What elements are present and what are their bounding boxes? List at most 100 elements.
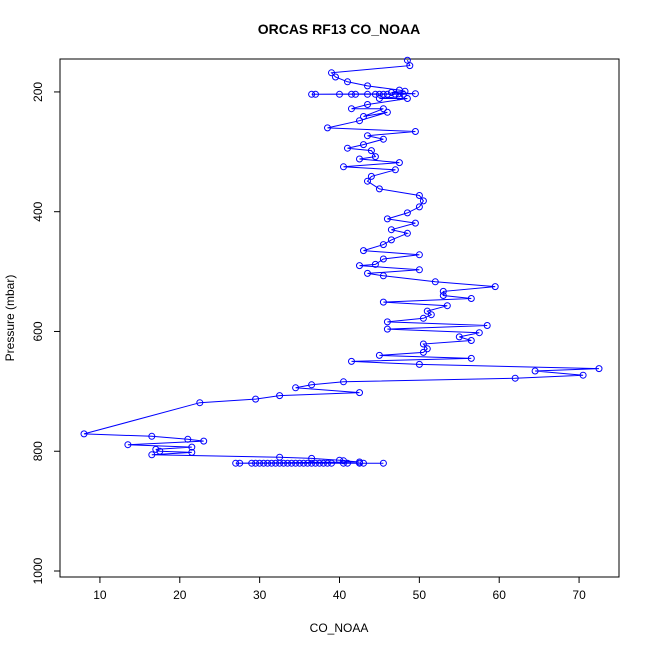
data-point [360,141,367,149]
data-point [348,90,355,98]
data-point [296,459,304,467]
series-co-noaa [80,56,603,467]
data-point [292,384,300,392]
data-point [411,219,419,227]
data-point [419,340,427,348]
data-point [332,73,339,81]
data-point [383,318,391,326]
x-axis: 10 20 30 40 50 60 70 [93,577,586,602]
x-tick-label: 60 [493,588,507,602]
data-point [304,459,312,467]
data-point [356,459,363,467]
data-point [264,459,272,467]
data-point [348,105,355,113]
data-point [360,459,367,467]
data-point [419,197,427,205]
series-line [83,59,600,464]
data-point [579,371,587,379]
data-point [148,451,156,459]
data-point [152,445,160,453]
data-point [415,203,423,211]
data-point [415,266,423,274]
data-point [439,287,447,295]
data-point [395,93,403,101]
data-point [364,90,371,98]
data-point [379,105,387,113]
data-point [276,459,284,467]
data-point [348,357,355,365]
data-point [356,155,363,163]
data-point [352,90,359,98]
data-point [248,459,256,467]
data-point [252,395,260,403]
x-axis-label: CO_NOAA [310,621,369,635]
data-point [364,132,371,140]
data-point [300,459,308,467]
data-point [364,177,371,185]
data-point [340,378,347,386]
y-tick-label: 800 [31,441,45,461]
data-point [196,399,204,407]
data-point [364,101,371,108]
data-point [360,247,367,255]
data-point [260,459,268,467]
data-point [80,430,88,438]
data-point [344,459,351,467]
data-point [403,95,411,102]
data-point [383,325,391,333]
data-point [328,69,335,77]
data-point [411,128,419,135]
data-point [371,90,379,98]
data-point [379,459,387,467]
x-tick-label: 20 [173,588,187,602]
x-tick-label: 30 [253,588,267,602]
data-point [431,278,439,286]
data-point [455,333,463,341]
data-point [491,283,499,291]
data-point [419,348,427,356]
data-point [184,435,192,443]
data-point [268,459,276,467]
data-point [340,459,347,467]
data-point [411,90,419,98]
data-point [200,437,208,445]
data-point [236,459,244,467]
data-point [419,314,427,322]
data-point [379,241,387,249]
data-point [379,298,387,306]
data-point [124,441,132,449]
data-point [312,90,319,98]
data-point [360,113,367,120]
data-point [395,159,403,167]
data-point [403,229,411,237]
data-point [344,78,351,86]
data-point [379,255,387,263]
data-point [364,269,371,277]
data-point [292,459,300,467]
data-point [531,367,539,375]
data-point [324,124,331,132]
data-point [280,459,288,467]
data-point [188,448,196,456]
data-point [483,322,491,329]
data-point [320,459,327,467]
data-point [475,329,483,337]
data-point [379,272,387,280]
y-tick-label: 400 [31,201,45,221]
data-point [511,374,519,382]
data-point [156,447,164,455]
y-axis-label: Pressure (mbar) [3,275,17,362]
data-point [383,90,391,98]
data-point [367,147,375,155]
data-point [383,215,391,223]
data-point [328,459,335,467]
data-point [232,459,240,467]
data-point [364,82,371,90]
data-point [272,459,280,467]
data-point [336,90,343,98]
data-point [439,292,447,299]
chart-title: ORCAS RF13 CO_NOAA [258,21,421,37]
data-point [344,144,351,152]
data-point [415,251,423,259]
